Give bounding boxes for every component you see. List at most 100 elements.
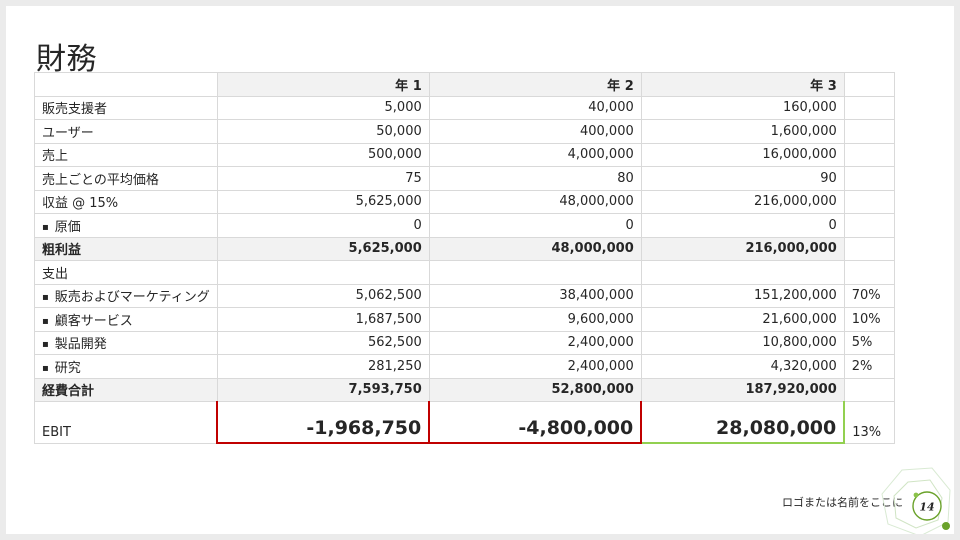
value-cell-year-1: 50,000 xyxy=(216,119,430,144)
ebit-pct: 13% xyxy=(843,401,895,444)
pct-cell xyxy=(843,377,895,402)
value-cell-year-3: 0 xyxy=(640,213,845,238)
value-cell-year-2: 400,000 xyxy=(428,119,642,144)
bullet-icon: ▪ xyxy=(42,292,49,304)
value-cell-year-1: 562,500 xyxy=(216,330,430,355)
value-cell-year-2: 80 xyxy=(428,166,642,191)
pct-cell xyxy=(843,213,895,238)
row-label-text: 経費合計 xyxy=(42,384,95,400)
pct-cell: 70% xyxy=(843,283,895,308)
financial-table-body: 年 1 年 2 年 3 販売支援者 5,000 40,000 160,000 ユーザー 5… xyxy=(34,72,895,444)
value-cell-year-3: 1,600,000 xyxy=(640,119,845,144)
table-row: ▪ 研究 281,250 2,400,000 4,320,000 2% xyxy=(34,354,895,379)
pct-cell xyxy=(843,95,895,120)
header-cell-pct xyxy=(843,72,895,97)
pct-cell xyxy=(843,260,895,285)
row-label: 売上ごとの平均価格 xyxy=(34,166,218,191)
slide-title: 財務 xyxy=(36,42,97,77)
row-label: ▪ 原価 xyxy=(34,213,218,238)
badge-hexagon-outer xyxy=(881,467,951,534)
financial-table: 年 1 年 2 年 3 販売支援者 5,000 40,000 160,000 ユーザー 5… xyxy=(34,72,895,444)
value-cell-year-3: 90 xyxy=(640,166,845,191)
value-cell-year-1: 5,062,500 xyxy=(216,283,430,308)
value-cell-year-2: 48,000,000 xyxy=(428,189,642,214)
pct-cell: 5% xyxy=(843,330,895,355)
pct-cell xyxy=(843,166,895,191)
value-cell-year-1: 7,593,750 xyxy=(216,377,430,402)
table-row: ▪ 原価 0 0 0 xyxy=(34,213,895,238)
slide: 財務 年 1 年 2 年 3 販売支援者 5,000 40,000 160,000 ユー… xyxy=(6,6,954,534)
value-cell-year-2: 4,000,000 xyxy=(428,142,642,167)
value-cell-year-1: 5,000 xyxy=(216,95,430,120)
value-cell-year-3: 16,000,000 xyxy=(640,142,845,167)
value-cell-year-3: 4,320,000 xyxy=(640,354,845,379)
row-label-text: 製品開発 xyxy=(54,337,107,353)
row-label-text: 原価 xyxy=(54,219,81,235)
row-label-text: 顧客サービス xyxy=(54,313,133,329)
ebit-row: EBIT -1,968,750 -4,800,000 28,080,000 13% xyxy=(34,401,895,444)
footer-logo-text: ロゴまたは名前をここに xyxy=(782,496,903,509)
value-cell-year-2: 40,000 xyxy=(428,95,642,120)
ebit-value-year-1: -1,968,750 xyxy=(216,401,431,444)
table-header-row: 年 1 年 2 年 3 xyxy=(34,72,895,97)
table-row: 支出 xyxy=(34,260,895,285)
badge-hexagon-inner xyxy=(893,479,943,529)
row-label-text: 支出 xyxy=(42,266,69,282)
pct-cell: 2% xyxy=(843,354,895,379)
row-label: ▪ 研究 xyxy=(34,354,218,379)
bullet-icon: ▪ xyxy=(42,362,49,374)
row-label: 販売支援者 xyxy=(34,95,218,120)
pct-cell xyxy=(843,119,895,144)
value-cell-year-2: 0 xyxy=(428,213,642,238)
table-row: 収益 @ 15% 5,625,000 48,000,000 216,000,000 xyxy=(34,189,895,214)
bullet-icon: ▪ xyxy=(42,221,49,233)
table-row: ▪ 販売およびマーケティング 5,062,500 38,400,000 151,200,… xyxy=(34,283,895,308)
row-label: 売上 xyxy=(34,142,218,167)
value-cell-year-1: 1,687,500 xyxy=(216,307,430,332)
table-row: 売上ごとの平均価格 75 80 90 xyxy=(34,166,895,191)
row-label: ユーザー xyxy=(34,119,218,144)
page-number: 14 xyxy=(919,501,934,514)
value-cell-year-3 xyxy=(640,260,845,285)
badge-circle xyxy=(912,491,942,521)
row-label: 経費合計 xyxy=(34,377,218,402)
value-cell-year-3: 10,800,000 xyxy=(640,330,845,355)
table-row: ユーザー 50,000 400,000 1,600,000 xyxy=(34,119,895,144)
value-cell-year-3: 151,200,000 xyxy=(640,283,845,308)
row-label-text: 粗利益 xyxy=(42,243,82,259)
value-cell-year-3: 187,920,000 xyxy=(640,377,845,402)
value-cell-year-1: 0 xyxy=(216,213,430,238)
row-label-text: 収益 @ 15% xyxy=(42,196,119,212)
ebit-value-year-3: 28,080,000 xyxy=(640,401,846,444)
value-cell-year-2: 9,600,000 xyxy=(428,307,642,332)
bullet-icon: ▪ xyxy=(42,315,49,327)
row-label-text: 売上ごとの平均価格 xyxy=(42,172,159,188)
ebit-value-year-2: -4,800,000 xyxy=(428,401,643,444)
value-cell-year-1 xyxy=(216,260,430,285)
row-label-text: ユーザー xyxy=(42,125,94,141)
value-cell-year-2 xyxy=(428,260,642,285)
page-number-badge: 14 xyxy=(881,467,951,534)
row-label: 支出 xyxy=(34,260,218,285)
badge-dot-small xyxy=(913,492,919,498)
row-label: ▪ 製品開発 xyxy=(34,330,218,355)
value-cell-year-1: 281,250 xyxy=(216,354,430,379)
table-row: ▪ 製品開発 562,500 2,400,000 10,800,000 5% xyxy=(34,330,895,355)
row-label: ▪ 販売およびマーケティング xyxy=(34,283,218,308)
pct-cell xyxy=(843,142,895,167)
row-label-text: 販売支援者 xyxy=(42,102,108,118)
value-cell-year-3: 216,000,000 xyxy=(640,236,845,261)
header-cell-year-2: 年 2 xyxy=(428,72,642,97)
table-row: 粗利益 5,625,000 48,000,000 216,000,000 xyxy=(34,236,895,261)
value-cell-year-3: 216,000,000 xyxy=(640,189,845,214)
value-cell-year-2: 48,000,000 xyxy=(428,236,642,261)
value-cell-year-2: 2,400,000 xyxy=(428,330,642,355)
table-row: 販売支援者 5,000 40,000 160,000 xyxy=(34,95,895,120)
value-cell-year-3: 160,000 xyxy=(640,95,845,120)
value-cell-year-1: 500,000 xyxy=(216,142,430,167)
table-row: 経費合計 7,593,750 52,800,000 187,920,000 xyxy=(34,377,895,402)
value-cell-year-3: 21,600,000 xyxy=(640,307,845,332)
row-label-text: 販売およびマーケティング xyxy=(54,290,210,306)
header-cell-year-3: 年 3 xyxy=(640,72,845,97)
row-label: ▪ 顧客サービス xyxy=(34,307,218,332)
